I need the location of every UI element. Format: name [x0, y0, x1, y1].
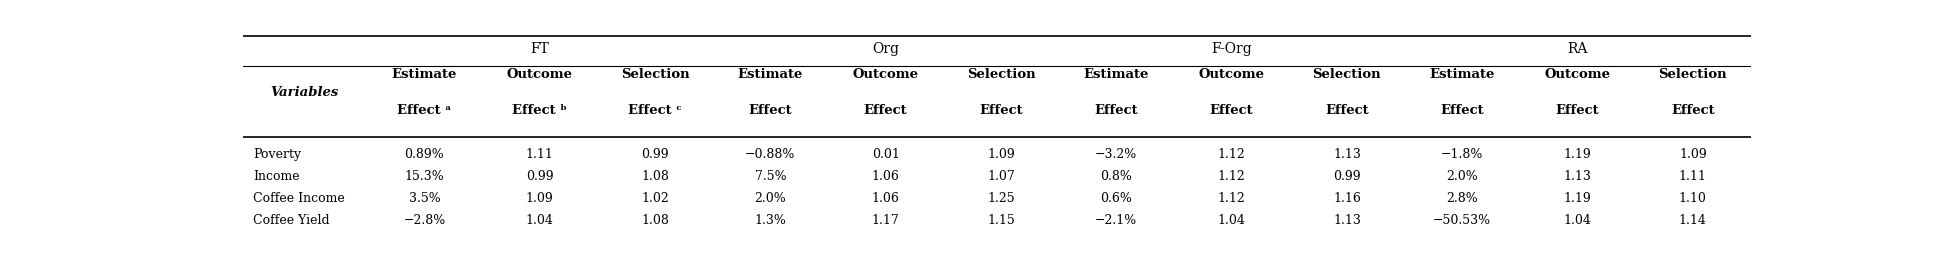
Text: 1.17: 1.17: [871, 214, 899, 227]
Text: Effect: Effect: [1441, 104, 1484, 117]
Text: 1.02: 1.02: [642, 192, 669, 205]
Text: Effect: Effect: [1095, 104, 1138, 117]
Text: 0.89%: 0.89%: [405, 148, 443, 161]
Text: 1.12: 1.12: [1218, 148, 1245, 161]
Text: Selection: Selection: [967, 68, 1035, 81]
Text: 1.09: 1.09: [1679, 148, 1706, 161]
Text: Estimate: Estimate: [1083, 68, 1149, 81]
Text: Coffee Yield: Coffee Yield: [253, 214, 329, 227]
Text: 2.0%: 2.0%: [755, 192, 786, 205]
Text: 1.06: 1.06: [871, 171, 901, 183]
Text: Effect: Effect: [749, 104, 792, 117]
Text: Outcome: Outcome: [1544, 68, 1610, 81]
Text: Selection: Selection: [1659, 68, 1727, 81]
Text: Effect ᵃ: Effect ᵃ: [397, 104, 451, 117]
Text: Effect: Effect: [1556, 104, 1599, 117]
Text: 0.99: 0.99: [525, 171, 554, 183]
Text: 1.07: 1.07: [986, 171, 1015, 183]
Text: −3.2%: −3.2%: [1095, 148, 1138, 161]
Text: 1.16: 1.16: [1332, 192, 1361, 205]
Text: RA: RA: [1568, 42, 1587, 56]
Text: 0.01: 0.01: [871, 148, 901, 161]
Text: 1.06: 1.06: [871, 192, 901, 205]
Text: 1.25: 1.25: [988, 192, 1015, 205]
Text: Variables: Variables: [270, 86, 338, 99]
Text: Selection: Selection: [620, 68, 689, 81]
Text: 1.04: 1.04: [1218, 214, 1245, 227]
Text: −2.8%: −2.8%: [403, 214, 445, 227]
Text: FT: FT: [531, 42, 548, 56]
Text: 1.11: 1.11: [1679, 171, 1708, 183]
Text: 1.12: 1.12: [1218, 171, 1245, 183]
Text: 3.5%: 3.5%: [408, 192, 440, 205]
Text: −50.53%: −50.53%: [1433, 214, 1492, 227]
Text: Effect: Effect: [1325, 104, 1369, 117]
Text: Effect: Effect: [864, 104, 908, 117]
Text: 1.19: 1.19: [1564, 148, 1591, 161]
Text: Effect: Effect: [978, 104, 1023, 117]
Text: 1.04: 1.04: [1564, 214, 1591, 227]
Text: 1.15: 1.15: [986, 214, 1015, 227]
Text: Income: Income: [253, 171, 300, 183]
Text: 1.13: 1.13: [1332, 214, 1361, 227]
Text: Estimate: Estimate: [737, 68, 803, 81]
Text: Selection: Selection: [1313, 68, 1381, 81]
Text: 1.08: 1.08: [642, 214, 669, 227]
Text: Outcome: Outcome: [1198, 68, 1264, 81]
Text: −2.1%: −2.1%: [1095, 214, 1138, 227]
Text: Estimate: Estimate: [1430, 68, 1496, 81]
Text: 1.11: 1.11: [525, 148, 554, 161]
Text: Estimate: Estimate: [391, 68, 457, 81]
Text: 2.8%: 2.8%: [1447, 192, 1478, 205]
Text: 1.13: 1.13: [1564, 171, 1591, 183]
Text: 0.99: 0.99: [642, 148, 669, 161]
Text: 15.3%: 15.3%: [405, 171, 443, 183]
Text: Org: Org: [871, 42, 899, 56]
Text: Effect: Effect: [1671, 104, 1715, 117]
Text: Effect ᶜ: Effect ᶜ: [628, 104, 683, 117]
Text: −0.88%: −0.88%: [745, 148, 796, 161]
Text: 0.8%: 0.8%: [1101, 171, 1132, 183]
Text: Coffee Income: Coffee Income: [253, 192, 344, 205]
Text: 0.6%: 0.6%: [1101, 192, 1132, 205]
Text: 1.12: 1.12: [1218, 192, 1245, 205]
Text: 7.5%: 7.5%: [755, 171, 786, 183]
Text: 1.08: 1.08: [642, 171, 669, 183]
Text: 1.14: 1.14: [1679, 214, 1708, 227]
Text: Effect ᵇ: Effect ᵇ: [512, 104, 568, 117]
Text: Outcome: Outcome: [508, 68, 572, 81]
Text: 1.04: 1.04: [525, 214, 554, 227]
Text: 2.0%: 2.0%: [1447, 171, 1478, 183]
Text: −1.8%: −1.8%: [1441, 148, 1484, 161]
Text: 1.19: 1.19: [1564, 192, 1591, 205]
Text: 1.13: 1.13: [1332, 148, 1361, 161]
Text: F-Org: F-Org: [1212, 42, 1253, 56]
Text: Poverty: Poverty: [253, 148, 301, 161]
Text: 1.09: 1.09: [986, 148, 1015, 161]
Text: 0.99: 0.99: [1332, 171, 1361, 183]
Text: Effect: Effect: [1210, 104, 1253, 117]
Text: 1.09: 1.09: [525, 192, 554, 205]
Text: 1.3%: 1.3%: [755, 214, 786, 227]
Text: Outcome: Outcome: [852, 68, 918, 81]
Text: 1.10: 1.10: [1679, 192, 1708, 205]
